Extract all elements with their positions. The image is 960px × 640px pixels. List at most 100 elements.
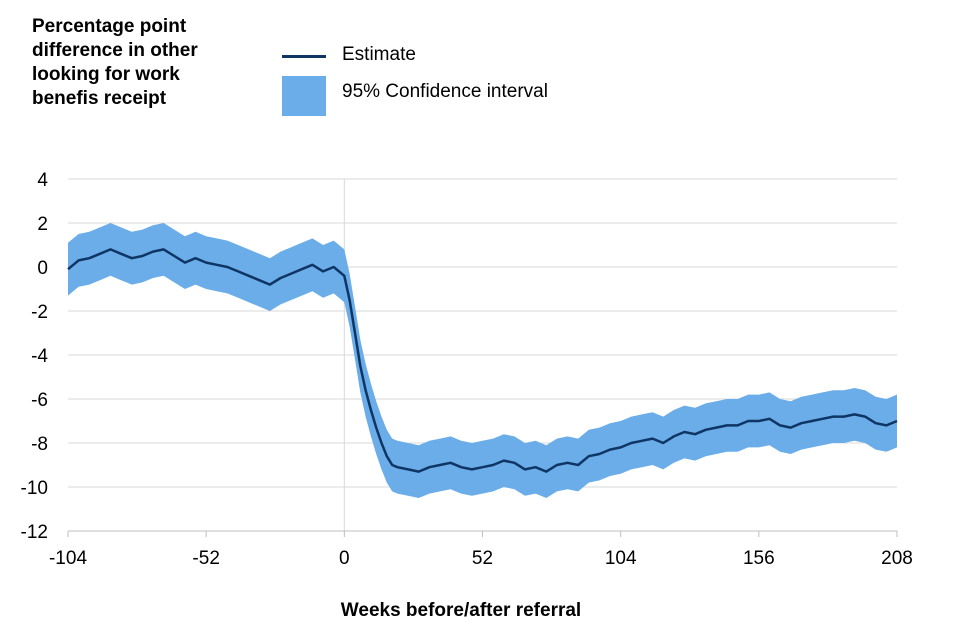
estimate-point <box>811 420 813 422</box>
estimate-point <box>216 264 218 266</box>
estimate-point <box>259 279 261 281</box>
estimate-point <box>397 466 399 468</box>
estimate-point <box>248 275 250 277</box>
estimate-point <box>779 425 781 427</box>
estimate-point <box>662 442 664 444</box>
y-tick-label: 0 <box>37 258 48 279</box>
x-tick-label: 0 <box>339 548 350 569</box>
estimate-point <box>832 416 834 418</box>
x-tick-label: 104 <box>605 548 637 569</box>
estimate-point <box>418 471 420 473</box>
estimate-point <box>599 453 601 455</box>
estimate-point <box>652 438 654 440</box>
y-tick-label: -6 <box>31 390 48 411</box>
estimate-point <box>407 469 409 471</box>
estimate-point <box>312 264 314 266</box>
y-tick-label: -12 <box>21 522 48 543</box>
legend-label-estimate: Estimate <box>342 44 416 65</box>
series-layer <box>67 223 898 498</box>
estimate-point <box>301 268 303 270</box>
estimate-point <box>864 416 866 418</box>
estimate-point <box>174 255 176 257</box>
estimate-point <box>524 469 526 471</box>
estimate-point <box>429 466 431 468</box>
estimate-point <box>290 273 292 275</box>
y-tick-label: -10 <box>21 478 48 499</box>
estimate-point <box>492 464 494 466</box>
x-tick-label: 156 <box>743 548 775 569</box>
estimate-point <box>354 332 356 334</box>
x-tick-label: 208 <box>881 548 913 569</box>
estimate-point <box>163 249 165 251</box>
y-axis-title: Percentage point difference in other loo… <box>32 16 198 109</box>
estimate-point <box>790 427 792 429</box>
estimate-point <box>439 464 441 466</box>
estimate-point <box>694 433 696 435</box>
estimate-point <box>684 431 686 433</box>
estimate-point <box>801 422 803 424</box>
estimate-point <box>78 260 80 262</box>
estimate-point <box>854 414 856 416</box>
estimate-point <box>110 249 112 251</box>
estimate-point <box>99 253 101 255</box>
estimate-point <box>705 429 707 431</box>
estimate-line <box>67 248 898 473</box>
estimate-point <box>641 440 643 442</box>
estimate-point <box>370 409 372 411</box>
estimate-point <box>822 418 824 420</box>
y-tick-label: 2 <box>37 214 48 235</box>
estimate-point <box>344 275 346 277</box>
estimate-point <box>886 425 888 427</box>
legend-swatch-estimate <box>282 55 326 58</box>
estimate-point <box>142 255 144 257</box>
estimate-point <box>360 365 362 367</box>
estimate-point <box>120 253 122 255</box>
estimate-point <box>588 455 590 457</box>
estimate-point <box>577 464 579 466</box>
estimate-point <box>556 464 558 466</box>
estimate-point <box>205 262 207 264</box>
estimate-point <box>875 422 877 424</box>
estimate-point <box>546 471 548 473</box>
estimate-point <box>460 466 462 468</box>
estimate-point <box>620 447 622 449</box>
estimate-point <box>365 389 367 391</box>
estimate-point <box>184 262 186 264</box>
estimate-point <box>716 427 718 429</box>
estimate-point <box>89 257 91 259</box>
y-axis-ticks: 4 2 0 -2 -4 -6 -8 -10 -12 <box>21 170 49 543</box>
x-tick-label: -52 <box>192 548 219 569</box>
x-tick-label: 52 <box>472 548 493 569</box>
estimate-point <box>386 455 388 457</box>
estimate-point <box>237 271 239 273</box>
estimate-point <box>152 251 154 253</box>
estimate-point <box>195 257 197 259</box>
estimate-point <box>381 442 383 444</box>
estimate-point <box>514 462 516 464</box>
estimate-point <box>333 266 335 268</box>
estimate-point <box>269 284 271 286</box>
estimate-point <box>482 466 484 468</box>
estimate-point <box>567 462 569 464</box>
estimate-point <box>673 436 675 438</box>
y-tick-label: -4 <box>31 346 48 367</box>
x-axis-ticks: -104 -52 0 52 104 156 208 <box>49 531 913 569</box>
estimate-point <box>535 466 537 468</box>
estimate-point <box>280 277 282 279</box>
y-tick-label: -8 <box>31 434 48 455</box>
y-tick-label: -2 <box>31 302 48 323</box>
estimate-point <box>896 420 898 422</box>
estimate-point <box>503 460 505 462</box>
estimate-point <box>609 449 611 451</box>
x-axis-title: Weeks before/after referral <box>340 600 582 621</box>
estimate-point <box>322 271 324 273</box>
y-tick-label: 4 <box>37 170 48 191</box>
estimate-point <box>391 464 393 466</box>
estimate-point <box>843 416 845 418</box>
estimate-point <box>737 425 739 427</box>
legend-swatch-confidence-interval <box>282 76 326 116</box>
estimate-point <box>349 299 351 301</box>
x-tick-label: -104 <box>49 548 87 569</box>
estimate-point <box>471 469 473 471</box>
